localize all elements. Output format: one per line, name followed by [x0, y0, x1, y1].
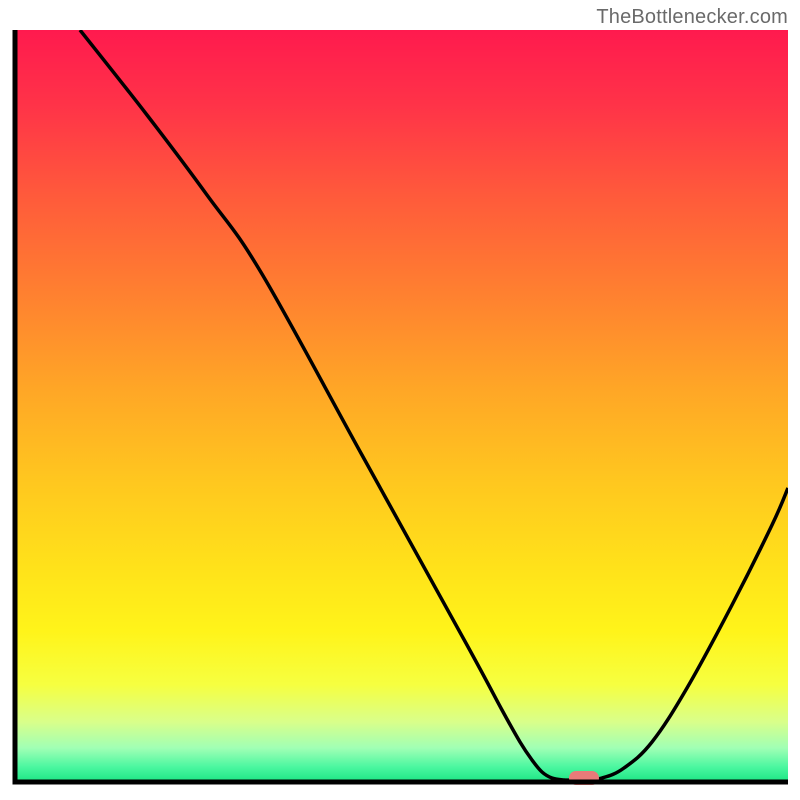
- watermark-text: TheBottlenecker.com: [596, 6, 788, 29]
- gradient-background: [15, 30, 788, 782]
- plot-svg: [12, 30, 788, 788]
- chart-frame: TheBottlenecker.com: [0, 0, 800, 800]
- plot-area: [12, 30, 788, 788]
